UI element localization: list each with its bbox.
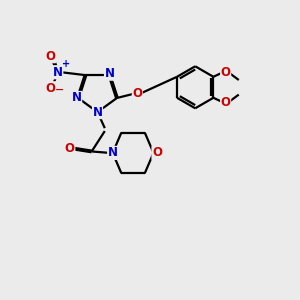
Text: −: − bbox=[55, 85, 64, 95]
Text: O: O bbox=[46, 50, 56, 63]
Text: O: O bbox=[220, 66, 231, 79]
Text: O: O bbox=[65, 142, 75, 155]
Text: N: N bbox=[72, 92, 82, 104]
Text: +: + bbox=[62, 59, 70, 69]
Text: O: O bbox=[220, 96, 231, 109]
Text: N: N bbox=[92, 106, 103, 118]
Text: O: O bbox=[152, 146, 162, 159]
Text: O: O bbox=[132, 87, 142, 100]
Text: N: N bbox=[108, 146, 118, 159]
Text: O: O bbox=[46, 82, 56, 95]
Text: N: N bbox=[104, 67, 115, 80]
Text: N: N bbox=[53, 66, 63, 79]
